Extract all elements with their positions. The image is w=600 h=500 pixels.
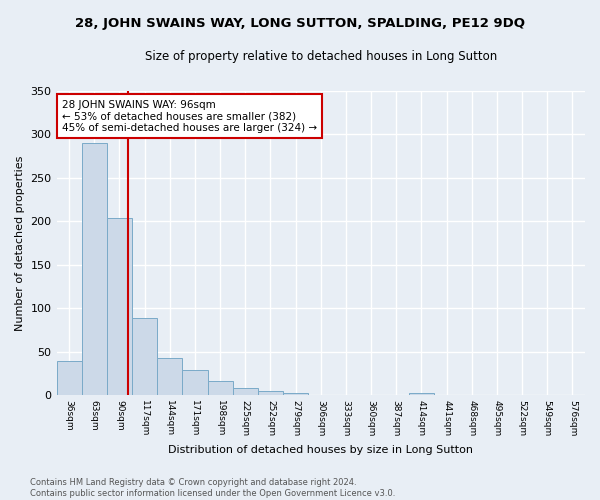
Bar: [409, 393, 434, 396]
Text: 28, JOHN SWAINS WAY, LONG SUTTON, SPALDING, PE12 9DQ: 28, JOHN SWAINS WAY, LONG SUTTON, SPALDI…: [75, 18, 525, 30]
Bar: [157, 358, 182, 396]
Text: Contains HM Land Registry data © Crown copyright and database right 2024.
Contai: Contains HM Land Registry data © Crown c…: [30, 478, 395, 498]
Title: Size of property relative to detached houses in Long Sutton: Size of property relative to detached ho…: [145, 50, 497, 63]
Bar: [182, 370, 208, 396]
Bar: [82, 143, 107, 396]
Y-axis label: Number of detached properties: Number of detached properties: [15, 156, 25, 330]
X-axis label: Distribution of detached houses by size in Long Sutton: Distribution of detached houses by size …: [168, 445, 473, 455]
Bar: [56, 360, 82, 396]
Bar: [132, 318, 157, 396]
Bar: [233, 388, 258, 396]
Bar: [208, 382, 233, 396]
Bar: [283, 393, 308, 396]
Text: 28 JOHN SWAINS WAY: 96sqm
← 53% of detached houses are smaller (382)
45% of semi: 28 JOHN SWAINS WAY: 96sqm ← 53% of detac…: [62, 100, 317, 133]
Bar: [107, 218, 132, 396]
Bar: [258, 391, 283, 396]
